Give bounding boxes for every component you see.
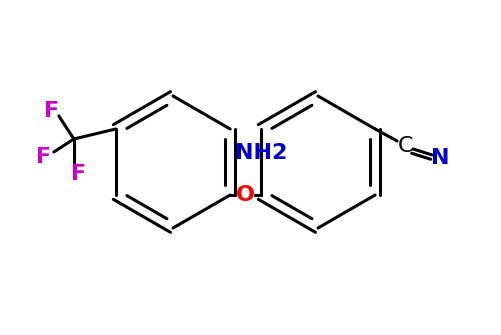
Text: C: C — [397, 136, 412, 156]
Text: O: O — [235, 185, 255, 205]
Text: F: F — [36, 147, 51, 167]
Text: F: F — [71, 164, 86, 184]
Text: NH2: NH2 — [234, 143, 287, 163]
Text: N: N — [430, 148, 448, 168]
Text: F: F — [44, 101, 59, 121]
